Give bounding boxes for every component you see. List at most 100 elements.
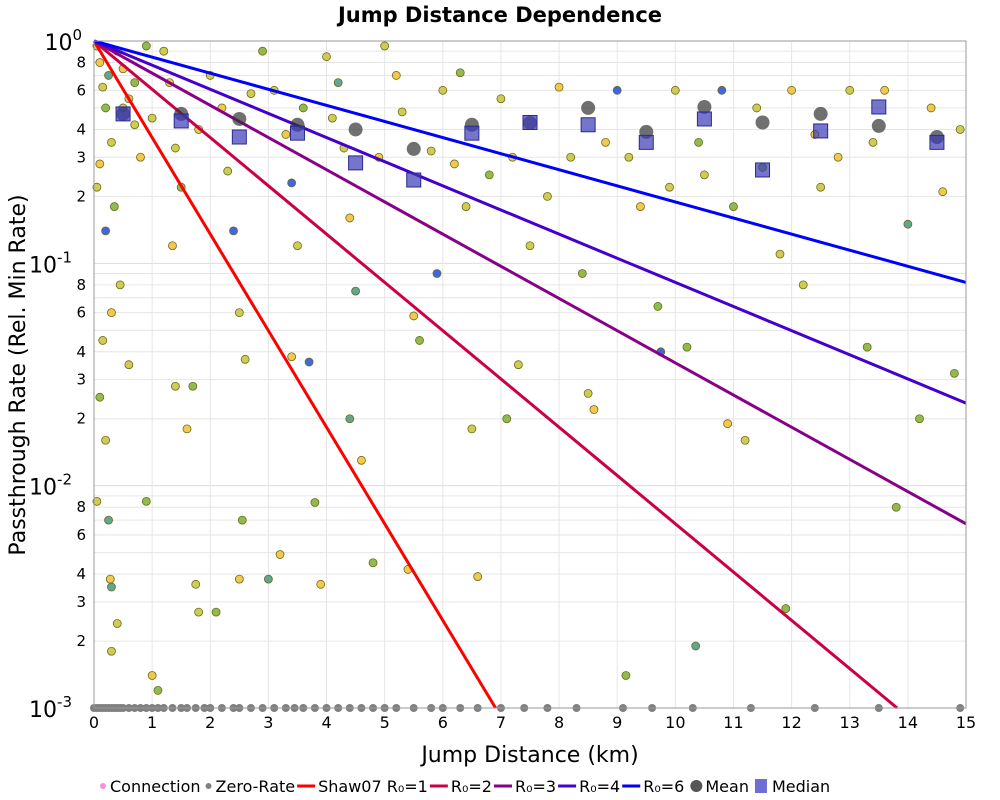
connection-point	[240, 354, 250, 364]
connection-point	[182, 424, 192, 434]
legend-label: R₀=3	[515, 777, 556, 796]
median-marker	[871, 99, 887, 115]
x-tick-label: 8	[554, 713, 564, 732]
median-marker	[696, 111, 712, 127]
y-minor-tick-label: 3	[76, 148, 86, 166]
connection-point	[293, 241, 302, 251]
connection-point	[287, 178, 297, 188]
connection-point	[577, 269, 587, 278]
x-tick-label: 9	[612, 713, 622, 732]
y-minor-tick-label: 4	[76, 343, 86, 361]
connection-point	[583, 389, 593, 398]
connection-point	[380, 41, 390, 51]
connection-point	[717, 85, 727, 95]
connection-point	[345, 213, 355, 223]
y-decade-tick-label: 10-3	[29, 693, 72, 723]
connection-point	[345, 414, 355, 424]
connection-point	[92, 182, 102, 192]
connection-point	[310, 498, 320, 507]
connection-point	[98, 82, 108, 92]
legend-item: Mean	[690, 777, 749, 796]
legend-item: Shaw07 R₀=1	[297, 777, 428, 796]
connection-point	[484, 170, 494, 180]
connection-point	[432, 269, 442, 278]
connection-point	[891, 502, 901, 512]
legend-label: Zero-Rate	[216, 777, 296, 796]
connection-points	[92, 41, 965, 695]
connection-point	[461, 202, 471, 211]
legend-label: Mean	[705, 777, 749, 796]
connection-point	[107, 646, 116, 656]
model-line	[92, 40, 497, 709]
x-tick-labels: 0 1 2 3 4 5 6 7 8 9 10 11 12 13 14 15	[89, 713, 976, 732]
connection-point	[105, 574, 115, 584]
x-tick-label: 15	[956, 713, 976, 732]
connection-point	[694, 137, 703, 147]
connection-point	[566, 152, 576, 162]
connection-point	[107, 582, 116, 592]
connection-point	[455, 68, 465, 78]
y-minor-tick-label: 6	[76, 304, 86, 322]
y-minor-tick-label: 6	[76, 526, 86, 544]
connection-point	[543, 192, 552, 201]
connection-point	[601, 137, 610, 147]
connection-point	[670, 85, 680, 95]
y-minor-tick-label: 2	[76, 632, 86, 650]
connection-point	[141, 41, 151, 51]
legend-label: R₀=4	[579, 777, 620, 796]
connection-point	[351, 286, 361, 296]
connection-point	[729, 202, 738, 211]
x-tick-label: 7	[496, 713, 506, 732]
connection-point	[316, 579, 326, 589]
legend-item: R₀=4	[558, 777, 620, 796]
connection-point	[107, 137, 116, 147]
connection-point	[130, 78, 140, 87]
median-marker	[289, 125, 305, 141]
legend-dot-icon	[100, 783, 106, 789]
y-minor-tick-label: 4	[76, 565, 86, 583]
connection-point	[473, 572, 483, 581]
y-minor-tick-label: 8	[76, 498, 86, 516]
median-marker	[406, 172, 422, 188]
y-minor-tick-label: 3	[76, 371, 86, 389]
connection-point	[502, 414, 512, 424]
median-marker	[755, 162, 771, 178]
connection-point	[159, 46, 169, 56]
connection-point	[816, 182, 826, 192]
connection-point	[949, 368, 959, 378]
x-tick-label: 12	[781, 713, 801, 732]
connection-point	[525, 241, 535, 251]
tick-exponent: -2	[57, 471, 72, 489]
median-marker	[929, 134, 945, 150]
connection-point	[104, 71, 113, 80]
y-axis-label: Passthrough Rate (Rel. Min Rate)	[6, 194, 31, 555]
y-decade-tick-label: 100	[44, 26, 82, 56]
connection-point	[467, 424, 477, 434]
connection-point	[798, 280, 808, 290]
connection-point	[101, 435, 111, 445]
connection-point	[194, 607, 204, 617]
connection-point	[130, 120, 140, 130]
tick-base: 10	[29, 253, 57, 278]
connection-point	[101, 103, 111, 113]
mean-marker	[348, 122, 363, 137]
connection-point	[234, 308, 244, 318]
x-tick-label: 14	[898, 713, 918, 732]
connection-point	[188, 381, 198, 391]
connection-point	[624, 152, 634, 162]
legend-item: Connection	[100, 777, 201, 796]
connection-point	[903, 219, 913, 229]
connection-point	[665, 182, 674, 192]
connection-point	[275, 550, 285, 559]
connection-point	[92, 496, 102, 506]
x-axis-label: Jump Distance (km)	[419, 743, 638, 768]
connection-point	[833, 152, 843, 162]
legend-item: R₀=2	[429, 777, 492, 796]
connection-point	[298, 103, 308, 113]
tick-exponent: 0	[72, 26, 82, 44]
mean-marker	[871, 118, 886, 133]
legend-item: Zero-Rate	[205, 777, 296, 796]
median-marker	[580, 117, 596, 133]
connection-point	[752, 103, 762, 113]
